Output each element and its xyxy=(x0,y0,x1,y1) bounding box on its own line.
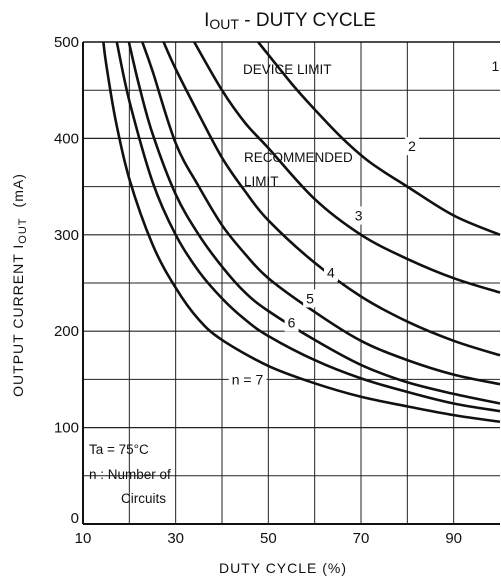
curve-label: 2 xyxy=(408,138,416,154)
curve-label: 1 xyxy=(491,58,499,74)
x-tick-label: 90 xyxy=(445,530,462,547)
ambient-temperature-note: Ta = 75°C xyxy=(89,442,149,457)
x-tick-label: 10 xyxy=(75,530,92,547)
curve-label: 4 xyxy=(327,264,335,280)
curve-label: n = 7 xyxy=(232,371,264,387)
x-tick-label: 30 xyxy=(167,530,184,547)
curve-n-3 xyxy=(162,41,501,357)
y-tick-label: 100 xyxy=(54,420,79,437)
curve-label-background xyxy=(405,137,420,156)
y-axis-title: OUTPUT CURRENT IOUT(mA) xyxy=(10,173,29,397)
recommended-limit-label: RECOMMENDED xyxy=(244,150,353,165)
curve-n-5 xyxy=(127,41,501,405)
legend-note-line-2: Circuits xyxy=(121,491,166,506)
x-tick-label: 50 xyxy=(260,530,277,547)
grid xyxy=(83,42,500,524)
device-limit-label: DEVICE LIMIT xyxy=(243,62,332,77)
curve-n-4 xyxy=(141,41,501,386)
curve-label-background xyxy=(488,57,501,76)
y-tick-label: 0 xyxy=(71,510,79,527)
curves xyxy=(102,41,501,424)
y-tick-label: 300 xyxy=(54,227,79,244)
recommended-limit-label-2: LIMIT xyxy=(244,174,279,189)
axes xyxy=(82,41,500,525)
curve-label-background xyxy=(323,263,338,282)
y-tick-label: 400 xyxy=(54,130,79,147)
y-tick-label: 500 xyxy=(54,34,79,51)
curve-label: 6 xyxy=(288,315,296,331)
curve-label-background xyxy=(228,370,267,389)
curve-label: 5 xyxy=(306,290,314,306)
curve-n-7 xyxy=(102,41,501,424)
curve-n-2 xyxy=(193,41,501,294)
curve-label-background xyxy=(351,206,366,225)
curve-labels: 1 2 3 456 n = 7 xyxy=(228,57,501,389)
y-tick-label: 200 xyxy=(54,323,79,340)
curve-label-background xyxy=(303,289,318,308)
tick-labels: 10 30 50 70 90 0 100 200 300 400 500 xyxy=(54,34,462,547)
chart-title: IOUT - DUTY CYCLE xyxy=(204,10,376,32)
curve-label-background xyxy=(284,313,299,332)
legend-note-line-1: n : Number of xyxy=(89,467,171,482)
x-axis-title: DUTY CYCLE (%) xyxy=(219,560,347,576)
x-tick-label: 70 xyxy=(353,530,370,547)
curve-label: 3 xyxy=(355,208,363,224)
curve-n-6 xyxy=(115,41,501,413)
curve-n-1 xyxy=(257,41,501,237)
